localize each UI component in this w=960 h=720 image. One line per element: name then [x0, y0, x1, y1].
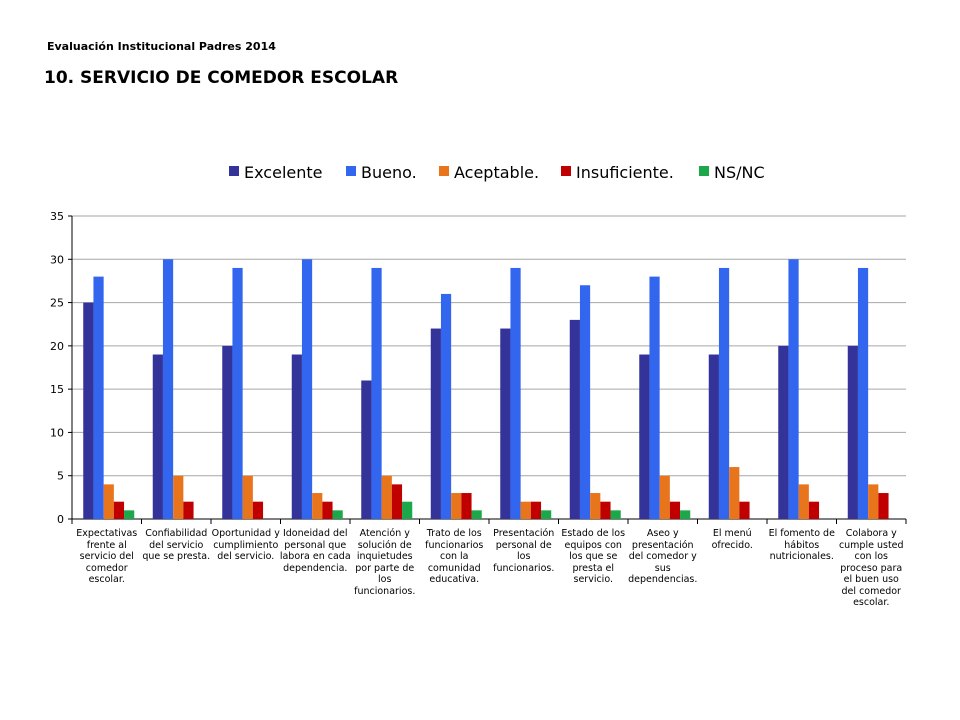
axes — [68, 215, 907, 524]
bar-insuficiente — [530, 501, 542, 519]
legend-label: Excelente — [244, 163, 322, 182]
y-tick-label: 15 — [50, 383, 64, 396]
bar-insuficiente — [391, 484, 403, 519]
y-tick-label: 30 — [50, 253, 64, 266]
bar-insuficiente — [183, 501, 194, 519]
bar-bueno — [162, 259, 174, 519]
bar-aceptable — [798, 484, 809, 519]
grid-lines — [72, 215, 906, 477]
legend-label: Bueno. — [361, 163, 417, 182]
bar-excelente — [291, 354, 302, 519]
category-label: Expectativas frente al servicio del come… — [76, 528, 138, 585]
bar-insuficiente — [461, 493, 472, 519]
bar-bueno — [440, 293, 452, 519]
y-tick-label: 5 — [57, 470, 64, 483]
bar-insuficiente — [878, 493, 889, 519]
bar-bueno — [579, 285, 591, 519]
bar-ns-nc — [332, 510, 343, 519]
bar-aceptable — [242, 475, 253, 519]
bar-bueno — [510, 267, 521, 519]
category-label: Trato de los funcionarios con la comunid… — [425, 528, 484, 585]
y-tick-label: 20 — [50, 340, 64, 353]
bar-ns-nc — [124, 510, 135, 519]
bar-aceptable — [659, 475, 670, 519]
bar-excelente — [569, 319, 580, 519]
category-label: El menú ofrecido. — [711, 528, 753, 551]
page-title: 10. SERVICIO DE COMEDOR ESCOLAR — [44, 68, 399, 88]
bar-bueno — [857, 267, 869, 519]
bar-aceptable — [590, 493, 601, 519]
legend-label: Insuficiente. — [576, 163, 674, 182]
category-label: Oportunidad y cumplimiento del servicio. — [211, 528, 280, 562]
bar-bueno — [788, 259, 799, 519]
bar-aceptable — [173, 475, 184, 519]
bar-bueno — [649, 276, 660, 519]
bar-insuficiente — [113, 501, 125, 519]
bar-insuficiente — [739, 501, 750, 519]
bar-bueno — [718, 267, 730, 519]
report-subtitle: Evaluación Institucional Padres 2014 — [47, 40, 276, 53]
legend-label: Aceptable. — [454, 163, 539, 182]
bar-excelente — [847, 345, 858, 519]
bars — [83, 259, 889, 519]
y-tick-label: 0 — [57, 513, 64, 526]
bar-excelente — [639, 354, 650, 519]
bar-ns-nc — [610, 510, 621, 519]
legend-swatch — [346, 166, 356, 176]
bar-excelente — [430, 328, 441, 519]
y-tick-labels: 0 5 10 15 20 25 30 35 — [50, 210, 64, 526]
bar-aceptable — [451, 493, 462, 519]
bar-ns-nc — [680, 510, 691, 519]
bar-excelente — [83, 302, 94, 519]
category-label: El fomento de hábitos nutricionales. — [768, 528, 835, 562]
bar-ns-nc — [541, 510, 552, 519]
category-label: Confiabilidad del servicio que se presta… — [142, 528, 211, 562]
bar-aceptable — [729, 467, 740, 519]
bar-aceptable — [103, 484, 114, 519]
legend-swatch — [439, 166, 449, 176]
bar-insuficiente — [600, 501, 611, 519]
legend-label: NS/NC — [714, 163, 765, 182]
bar-bueno — [301, 259, 313, 519]
bar-excelente — [152, 354, 163, 519]
bar-ns-nc — [402, 501, 413, 519]
category-label: Aseo y presentación del comedor y sus de… — [628, 528, 698, 585]
category-label: Idoneidad del personal que labora en cad… — [279, 528, 351, 574]
bar-excelente — [361, 380, 372, 519]
bar-ns-nc — [471, 510, 482, 519]
category-label: Presentación personal de los funcionario… — [493, 528, 555, 574]
bar-aceptable — [520, 501, 531, 519]
y-tick-label: 35 — [50, 210, 64, 223]
legend: Excelente Bueno. Aceptable. Insuficiente. NS… — [229, 163, 765, 182]
y-tick-label: 25 — [50, 297, 64, 310]
category-label: Colabora y cumple usted con los proceso … — [838, 528, 904, 608]
bar-insuficiente — [808, 501, 820, 519]
bar-excelente — [708, 354, 719, 519]
bar-aceptable — [381, 475, 392, 519]
bar-bueno — [93, 276, 104, 519]
bar-insuficiente — [252, 501, 264, 519]
legend-swatch — [561, 166, 571, 176]
bar-bueno — [371, 267, 382, 519]
bar-bueno — [232, 267, 243, 519]
category-label: Atención y solución de inquietudes por p… — [354, 528, 416, 597]
bar-insuficiente — [669, 501, 681, 519]
bar-aceptable — [868, 484, 879, 519]
bar-excelente — [778, 345, 789, 519]
bar-aceptable — [312, 493, 323, 519]
y-tick-label: 10 — [50, 426, 64, 439]
category-label: Estado de los equipos con los que se pre… — [561, 528, 626, 585]
bar-excelente — [222, 345, 233, 519]
bar-excelente — [500, 328, 511, 519]
legend-swatch — [699, 166, 709, 176]
bar-insuficiente — [322, 501, 333, 519]
legend-swatch — [229, 166, 239, 176]
